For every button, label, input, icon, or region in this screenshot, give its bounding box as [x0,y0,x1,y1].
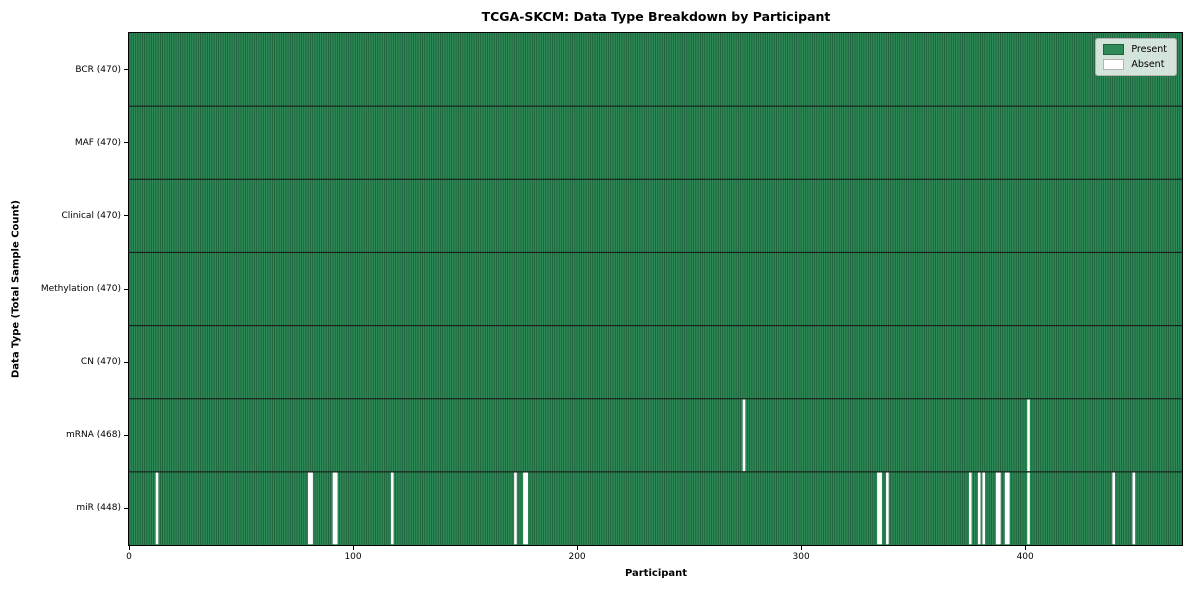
xtick-label-400: 400 [1016,552,1034,562]
ytick-label-mRNA: mRNA (468) [66,430,121,441]
x-axis-label: Participant [624,568,688,579]
legend: Present Absent [1095,38,1177,76]
xtick-mark [577,546,579,550]
xtick-mark [129,546,130,550]
xtick-mark [801,546,803,550]
ytick-label-CN: CN (470) [80,357,121,368]
legend-label-present: Present [1131,44,1167,55]
xtick-label-100: 100 [344,552,362,562]
ytick-mark [124,215,128,217]
ytick-mark [124,507,128,509]
ytick-label-Methylation: Methylation (470) [40,284,121,294]
plot-area [128,32,1183,546]
legend-item-present: Present [1103,44,1167,55]
ytick-mark [124,69,128,71]
ytick-mark [124,434,128,436]
ytick-label-miR: miR (448) [76,503,121,514]
legend-item-absent: Absent [1103,59,1167,70]
ytick-mark [124,361,128,363]
legend-label-absent: Absent [1131,59,1165,70]
chart-title: TCGA-SKCM: Data Type Breakdown by Partic… [481,9,831,24]
ytick-mark [124,142,128,144]
xtick-label-300: 300 [792,552,810,562]
ytick-mark [124,288,128,290]
ytick-label-Clinical: Clinical (470) [61,210,121,221]
ytick-label-BCR: BCR (470) [75,64,121,75]
xtick-label-200: 200 [568,552,586,562]
legend-swatch-present [1103,44,1125,55]
legend-swatch-absent [1103,59,1125,70]
xtick-label-0: 0 [126,552,132,562]
xtick-mark [353,546,355,550]
xtick-mark [1025,546,1027,550]
ytick-label-MAF: MAF (470) [74,137,121,148]
heatmap-canvas [129,33,1182,545]
